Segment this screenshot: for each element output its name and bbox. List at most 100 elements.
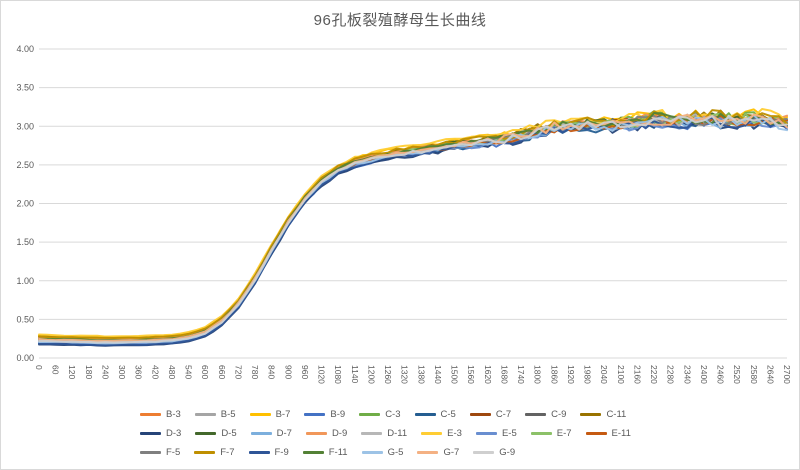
x-tick-label: 2340	[682, 365, 692, 384]
legend-label: C-5	[440, 409, 456, 420]
legend-item-B-5: B-5	[194, 407, 236, 422]
x-tick-label: 2640	[765, 365, 775, 384]
legend-label: D-11	[387, 428, 408, 439]
x-tick-label: 780	[250, 365, 260, 379]
legend-item-D-7: D-7	[250, 426, 292, 441]
legend-item-B-9: B-9	[304, 407, 345, 422]
series-line-G-7	[38, 113, 788, 342]
x-tick-label: 1860	[549, 365, 559, 384]
legend-label: E-11	[611, 428, 631, 439]
x-tick-label: 120	[67, 365, 77, 379]
legend-line-swatch	[530, 432, 552, 435]
x-tick-label: 1740	[516, 365, 526, 384]
legend-line-swatch	[361, 451, 383, 454]
x-tick-label: 240	[100, 365, 110, 379]
series-line-D-9	[38, 113, 788, 341]
x-tick-label: 2400	[699, 365, 709, 384]
legend-line-swatch	[580, 413, 602, 416]
x-tick-label: 540	[184, 365, 194, 379]
legend-label: F-11	[328, 447, 348, 458]
x-tick-label: 900	[283, 365, 293, 379]
x-tick-label: 1680	[499, 365, 509, 384]
legend-label: C-9	[551, 409, 567, 420]
legend-label: F-9	[274, 447, 289, 458]
x-tick-label: 1980	[583, 365, 593, 384]
legend-label: F-7	[220, 447, 235, 458]
legend-label: G-5	[387, 447, 404, 458]
legend-label: C-7	[495, 409, 512, 420]
y-tick-label: 3.00	[16, 121, 34, 131]
legend-label: G-9	[499, 447, 516, 458]
legend-line-swatch	[140, 451, 161, 454]
legend-item-G-7: G-7	[417, 445, 459, 460]
legend-label: G-7	[443, 447, 460, 458]
legend-line-swatch	[194, 451, 216, 454]
x-tick-label: 2520	[732, 365, 742, 384]
y-tick-label: 1.50	[16, 237, 34, 247]
y-tick-label: 2.50	[16, 160, 34, 170]
legend-label: D-5	[221, 428, 237, 439]
plot-area: 0.00 0.50 1.00 1.50 2.00 2.50 3.00 3.50 4.00 0 60 1…	[16, 44, 792, 384]
legend-line-swatch	[417, 451, 439, 454]
legend-item-D-9: D-9	[305, 426, 347, 441]
legend-label: B-3	[166, 409, 181, 420]
legend-line-swatch	[421, 432, 443, 435]
legend-line-swatch	[305, 432, 327, 435]
legend-label: B-7	[275, 409, 291, 420]
legend-item-C-9: C-9	[525, 407, 566, 422]
x-tick-label: 840	[267, 365, 277, 379]
x-tick-label: 2580	[749, 365, 759, 384]
series-line-B-7	[38, 108, 788, 339]
legend-item-C-5: C-5	[414, 407, 456, 422]
legend-item-C-11: C-11	[580, 407, 626, 422]
legend-line-swatch	[585, 432, 607, 435]
x-tick-label: 2220	[649, 365, 659, 384]
legend-line-swatch	[361, 432, 383, 435]
legend: B-3 B-5 B-7 B-9 C-3 C-5 C-7 C-9 C-11 D-3 D-5 D-7 D-9…	[133, 405, 678, 462]
legend-item-G-5: G-5	[361, 445, 404, 460]
series-line-E-3	[38, 108, 788, 338]
legend-label: E-3	[447, 428, 462, 439]
legend-line-swatch	[194, 413, 216, 416]
legend-item-F-9: F-9	[248, 445, 289, 460]
legend-label: B-5	[220, 409, 236, 420]
legend-line-swatch	[469, 413, 491, 416]
series-line-F-7	[38, 109, 788, 339]
legend-line-swatch	[140, 413, 161, 416]
x-tick-label: 2280	[666, 365, 676, 384]
x-tick-label: 480	[167, 365, 177, 379]
legend-item-C-3: C-3	[359, 407, 401, 422]
y-tick-label: 1.00	[16, 276, 34, 286]
legend-line-swatch	[359, 413, 381, 416]
legend-label: D-7	[276, 428, 292, 439]
x-tick-label: 1080	[333, 365, 343, 384]
x-tick-label: 1560	[466, 365, 476, 384]
x-tick-label: 300	[117, 365, 127, 379]
legend-line-swatch	[475, 432, 497, 435]
y-tick-label: 0.50	[16, 314, 34, 324]
legend-line-swatch	[140, 432, 161, 435]
x-tick-label: 1500	[450, 365, 460, 384]
x-tick-label: 1380	[416, 365, 426, 384]
x-tick-label: 1020	[317, 365, 327, 384]
x-tick-label: 1620	[483, 365, 493, 384]
x-tick-label: 1320	[400, 365, 410, 384]
x-tick-label: 720	[233, 365, 243, 379]
x-tick-label: 2040	[599, 365, 609, 384]
legend-item-E-3: E-3	[421, 426, 462, 441]
legend-label: E-5	[501, 428, 517, 439]
y-tick-label: 0.00	[16, 353, 34, 363]
x-tick-label: 180	[84, 365, 94, 379]
x-tick-label: 60	[51, 365, 61, 375]
legend-line-swatch	[195, 432, 217, 435]
legend-label: B-9	[330, 409, 346, 420]
x-tick-label: 1200	[366, 365, 376, 384]
x-tick-label: 1140	[350, 365, 360, 384]
x-tick-label: 660	[217, 365, 227, 379]
x-tick-label: 360	[134, 365, 144, 379]
legend-item-B-7: B-7	[249, 407, 291, 422]
legend-line-swatch	[250, 432, 272, 435]
legend-item-E-7: E-7	[530, 426, 572, 441]
x-tick-label: 1440	[433, 365, 443, 384]
